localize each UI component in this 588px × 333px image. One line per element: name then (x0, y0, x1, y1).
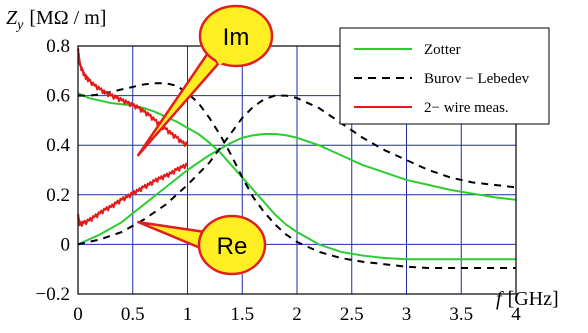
callout-label: Im (223, 24, 250, 51)
x-tick-label: 0.5 (121, 304, 145, 325)
y-tick-labels: −0.2 0 0.2 0.4 0.6 0.8 (36, 36, 71, 305)
y-tick-label: −0.2 (36, 284, 70, 305)
callout-label: Re (217, 233, 248, 260)
y-tick-label: 0.6 (46, 86, 70, 107)
x-tick-label: 3 (402, 304, 412, 325)
plot-frame (77, 45, 517, 295)
series-line-burov-lebedev-re (77, 94, 517, 246)
plot-border (77, 45, 517, 295)
y-axis-title: Zy [MΩ / m] (6, 7, 106, 33)
x-tick-label: 1 (183, 304, 193, 325)
y-tick-label: 0.2 (46, 185, 70, 206)
x-tick-label: 1.5 (230, 304, 254, 325)
legend-label: 2− wire meas. (424, 100, 509, 116)
y-tick-label: 0.8 (46, 36, 70, 57)
x-axis-title: f [GHz] (496, 288, 559, 310)
x-axis-unit: [GHz] (508, 288, 559, 310)
callout-joint (211, 49, 223, 65)
series-line-2-wire-meas--re (77, 162, 189, 227)
x-tick-labels: 0 0.5 1 1.5 2 2.5 3 3.5 4 (73, 304, 521, 325)
x-tick-label: 0 (73, 304, 83, 325)
y-axis-unit: [MΩ / m] (29, 7, 106, 29)
x-tick-label: 2.5 (340, 304, 364, 325)
legend: Zotter Burov − Lebedev 2− wire meas. (339, 27, 550, 125)
y-axis-subscript: y (15, 18, 24, 33)
series-layer (77, 47, 517, 269)
callout-bubble (198, 4, 274, 68)
series-line-burov-lebedev-im (78, 82, 516, 269)
series-line-zotter-re (77, 133, 517, 246)
callout-bubble (197, 214, 267, 276)
callout-joint (206, 231, 215, 253)
x-tick-label: 4 (511, 304, 521, 325)
x-tick-label: 3.5 (449, 304, 473, 325)
legend-label: Burov − Lebedev (424, 71, 530, 87)
y-tick-label: 0.4 (46, 135, 70, 156)
callouts: Im Re (136, 4, 274, 276)
x-axis-symbol: f (496, 288, 504, 310)
legend-label: Zotter (424, 42, 461, 58)
y-axis-symbol: Z (6, 7, 18, 29)
series-line-2-wire-meas--im (77, 47, 189, 147)
y-tick-label: 0 (61, 234, 71, 255)
x-tick-label: 2 (292, 304, 302, 325)
